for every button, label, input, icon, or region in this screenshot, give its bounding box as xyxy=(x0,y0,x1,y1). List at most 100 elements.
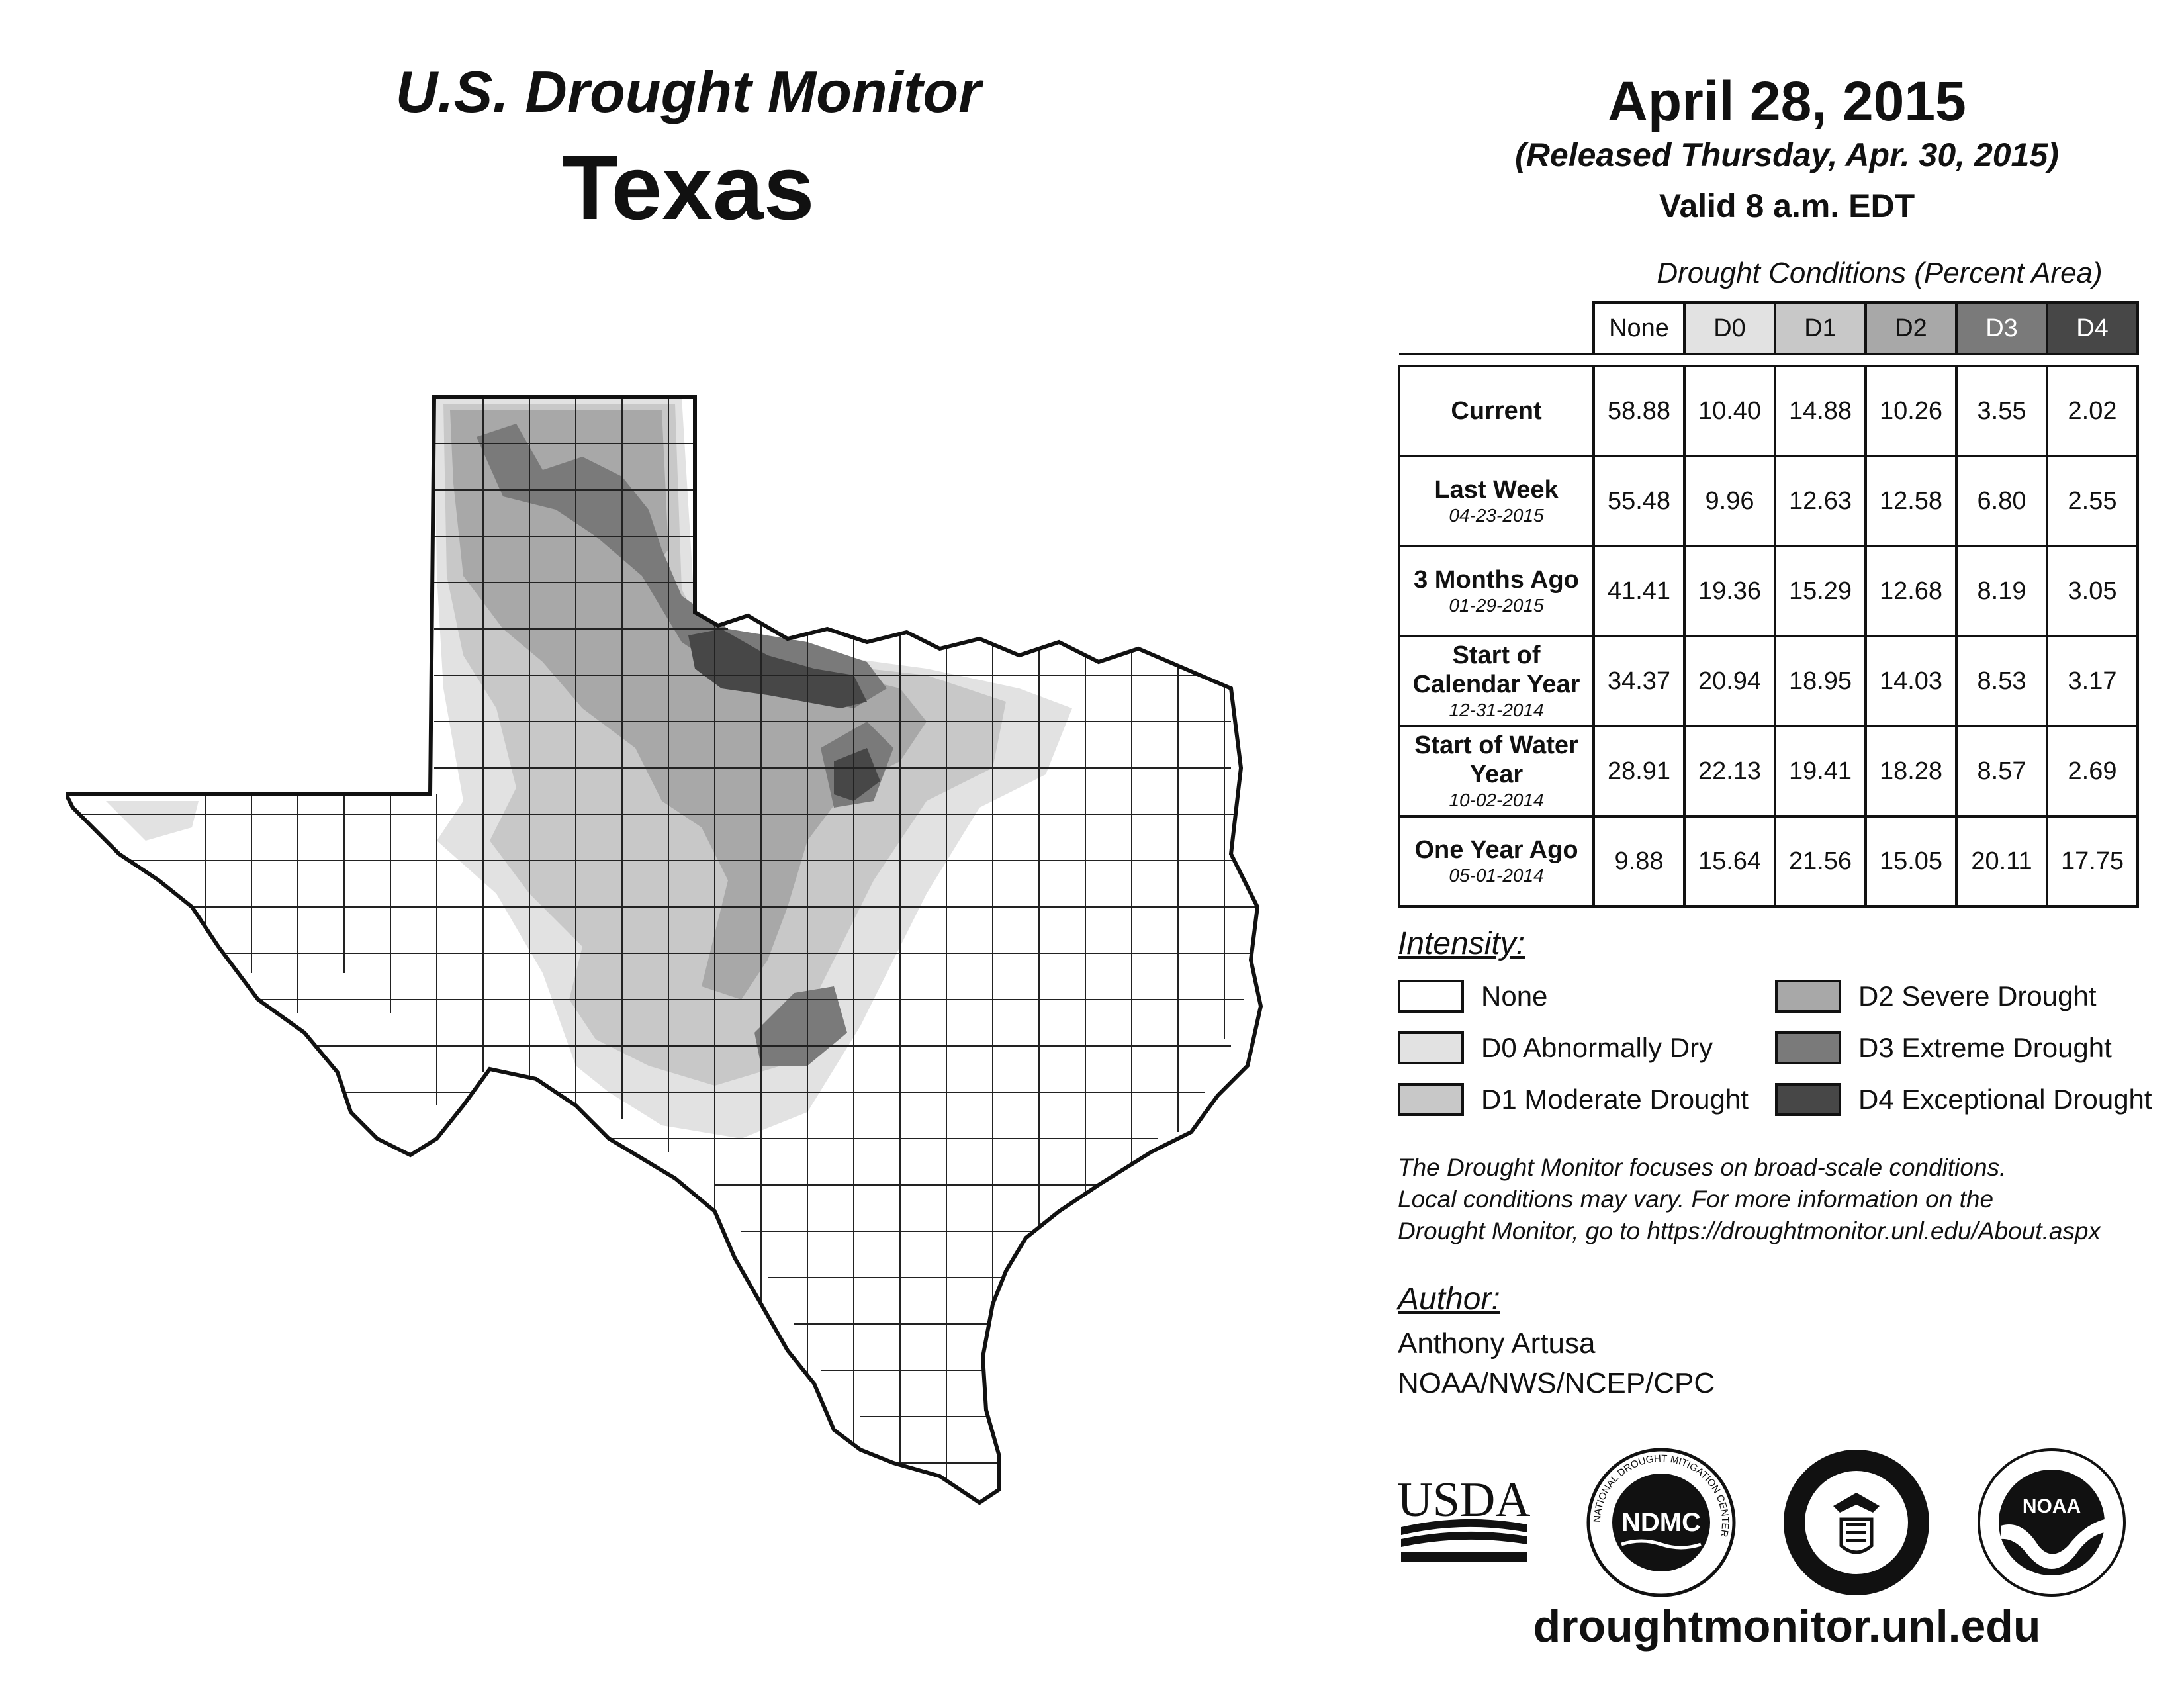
cell-d2: 10.26 xyxy=(1864,365,1958,457)
cell-d4: 2.55 xyxy=(2046,455,2139,547)
legend-item-d1: D1 Moderate Drought xyxy=(1398,1083,1749,1116)
noaa-logo-icon: NOAA xyxy=(1978,1448,2126,1597)
noaa-logo: NOAA xyxy=(1976,1446,2128,1599)
row-label: Start of Calendar Year 12-31-2014 xyxy=(1398,635,1595,727)
cell-none: 9.88 xyxy=(1592,815,1686,908)
author-heading: Author: xyxy=(1398,1282,1500,1317)
cell-d3: 8.53 xyxy=(1955,635,2048,727)
cell-d0: 20.94 xyxy=(1683,635,1776,727)
cell-d3: 20.11 xyxy=(1955,815,2048,908)
cell-none: 41.41 xyxy=(1592,545,1686,637)
cell-d0: 9.96 xyxy=(1683,455,1776,547)
legend-swatch xyxy=(1398,980,1464,1013)
note-line: Drought Monitor, go to https://droughtmo… xyxy=(1398,1217,2101,1244)
row-label: Start of Water Year 10-02-2014 xyxy=(1398,725,1595,818)
d4-area-central xyxy=(834,748,880,801)
table-caption: Drought Conditions (Percent Area) xyxy=(1657,257,2103,289)
note-line: The Drought Monitor focuses on broad-sca… xyxy=(1398,1154,2007,1181)
table-row: Current 58.88 10.40 14.88 10.26 3.55 2.0… xyxy=(1398,365,2139,457)
legend-label: D1 Moderate Drought xyxy=(1481,1084,1749,1115)
table-row: 3 Months Ago 01-29-2015 41.41 19.36 15.29… xyxy=(1398,545,2139,637)
cell-d1: 18.95 xyxy=(1774,635,1867,727)
table-row: One Year Ago 05-01-2014 9.88 15.64 21.56 … xyxy=(1398,815,2139,908)
svg-text:USDA: USDA xyxy=(1398,1473,1530,1527)
cell-d0: 19.36 xyxy=(1683,545,1776,637)
cell-d3: 8.57 xyxy=(1955,725,2048,818)
cell-d2: 14.03 xyxy=(1864,635,1958,727)
doc-seal-logo xyxy=(1780,1446,1933,1599)
doc-seal-icon xyxy=(1784,1450,1929,1595)
cell-d3: 8.19 xyxy=(1955,545,2048,637)
row-label: Current xyxy=(1398,365,1595,457)
cell-d3: 6.80 xyxy=(1955,455,2048,547)
author-org: NOAA/NWS/NCEP/CPC xyxy=(1398,1367,1715,1399)
disclaimer-note: The Drought Monitor focuses on broad-sca… xyxy=(1398,1152,2179,1247)
legend-swatch xyxy=(1398,1083,1464,1116)
cell-d4: 2.02 xyxy=(2046,365,2139,457)
col-header-d2: D2 xyxy=(1864,301,1958,355)
cell-none: 34.37 xyxy=(1592,635,1686,727)
d4-area xyxy=(688,629,867,708)
state-title: Texas xyxy=(562,137,815,239)
svg-text:NOAA: NOAA xyxy=(2023,1495,2081,1517)
cell-d2: 12.58 xyxy=(1864,455,1958,547)
table-row: Start of Calendar Year 12-31-2014 34.37 2… xyxy=(1398,635,2139,727)
legend-label: D4 Exceptional Drought xyxy=(1858,1084,2152,1115)
cell-none: 55.48 xyxy=(1592,455,1686,547)
row-date: 04-23-2015 xyxy=(1449,505,1544,526)
cell-d1: 21.56 xyxy=(1774,815,1867,908)
cell-none: 58.88 xyxy=(1592,365,1686,457)
cell-d4: 3.17 xyxy=(2046,635,2139,727)
row-date: 12-31-2014 xyxy=(1449,700,1544,720)
row-label: One Year Ago 05-01-2014 xyxy=(1398,815,1595,908)
ndmc-logo: NATIONAL DROUGHT MITIGATION CENTER NDMC xyxy=(1585,1446,1737,1599)
cell-d2: 18.28 xyxy=(1864,725,1958,818)
col-header-d4: D4 xyxy=(2046,301,2139,355)
col-header-d0: D0 xyxy=(1683,301,1776,355)
cell-d2: 12.68 xyxy=(1864,545,1958,637)
cell-d1: 12.63 xyxy=(1774,455,1867,547)
col-header-d3: D3 xyxy=(1955,301,2048,355)
row-date: 05-01-2014 xyxy=(1449,865,1544,886)
drought-stats-table: None D0 D1 D2 D3 D4 Current 58.88 10.40 … xyxy=(1398,301,2139,908)
row-date: 01-29-2015 xyxy=(1449,595,1544,616)
legend-item-d4: D4 Exceptional Drought xyxy=(1775,1083,2152,1116)
legend-swatch xyxy=(1398,1031,1464,1064)
row-date: 10-02-2014 xyxy=(1449,790,1544,810)
d3-area xyxy=(477,424,887,708)
legend-swatch xyxy=(1775,980,1841,1013)
d0-area-west xyxy=(106,801,199,841)
cell-d4: 3.05 xyxy=(2046,545,2139,637)
table-row: Last Week 04-23-2015 55.48 9.96 12.63 12.… xyxy=(1398,455,2139,547)
cell-d3: 3.55 xyxy=(1955,365,2048,457)
legend-item-none: None xyxy=(1398,980,1547,1013)
texas-drought-map xyxy=(66,395,1263,1505)
cell-d1: 15.29 xyxy=(1774,545,1867,637)
legend-label: D3 Extreme Drought xyxy=(1858,1032,2112,1063)
cell-d2: 15.05 xyxy=(1864,815,1958,908)
legend-item-d3: D3 Extreme Drought xyxy=(1775,1031,2112,1064)
note-line: Local conditions may vary. For more info… xyxy=(1398,1186,1994,1213)
ndmc-logo-icon: NATIONAL DROUGHT MITIGATION CENTER NDMC xyxy=(1586,1448,1736,1597)
valid-time: Valid 8 a.m. EDT xyxy=(1659,187,1915,224)
cell-d0: 10.40 xyxy=(1683,365,1776,457)
legend-title: Intensity: xyxy=(1398,926,1525,961)
legend-swatch xyxy=(1775,1083,1841,1116)
texas-outline xyxy=(66,395,1263,1505)
site-url[interactable]: droughtmonitor.unl.edu xyxy=(1533,1601,2041,1652)
cell-d1: 19.41 xyxy=(1774,725,1867,818)
row-label: 3 Months Ago 01-29-2015 xyxy=(1398,545,1595,637)
legend-label: D2 Severe Drought xyxy=(1858,980,2097,1011)
legend-swatch xyxy=(1775,1031,1841,1064)
table-row: Start of Water Year 10-02-2014 28.91 22.1… xyxy=(1398,725,2139,818)
release-date: (Released Thursday, Apr. 30, 2015) xyxy=(1515,136,2059,173)
cell-d0: 22.13 xyxy=(1683,725,1776,818)
cell-d4: 2.69 xyxy=(2046,725,2139,818)
county-boundaries xyxy=(66,397,1257,1489)
legend-label: None xyxy=(1481,980,1548,1011)
usda-logo-icon: USDA xyxy=(1397,1473,1531,1562)
usda-logo: USDA xyxy=(1397,1466,1531,1566)
legend-item-d2: D2 Severe Drought xyxy=(1775,980,2097,1013)
col-header-none: None xyxy=(1592,301,1686,355)
author-name: Anthony Artusa xyxy=(1398,1327,1596,1360)
